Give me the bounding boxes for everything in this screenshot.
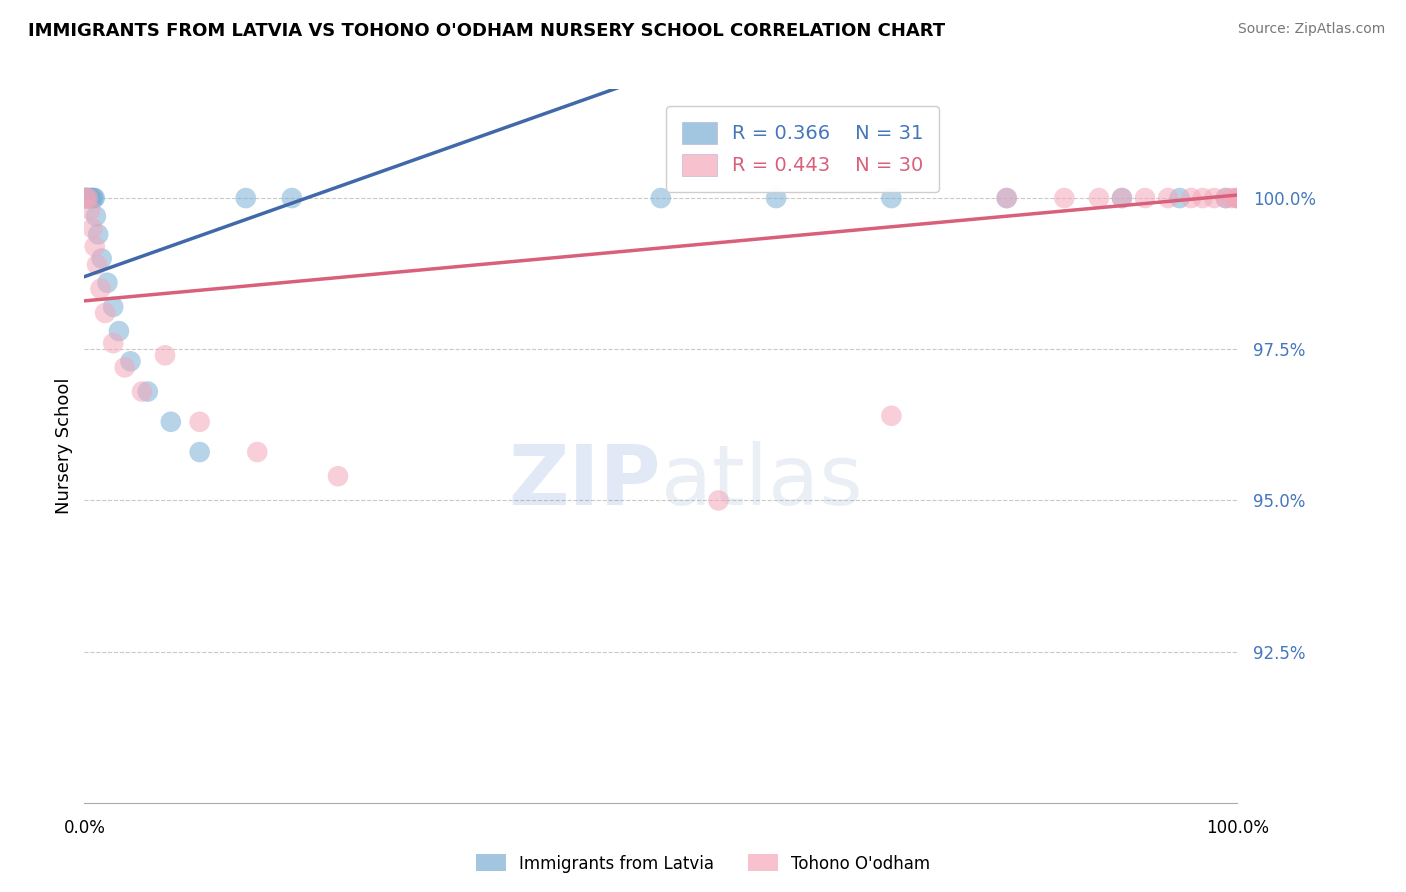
Point — [76, 191, 98, 205]
Point — [1220, 191, 1243, 205]
Point — [1088, 191, 1111, 205]
Point — [1111, 191, 1133, 205]
Point — [73, 191, 96, 205]
Point — [326, 469, 349, 483]
Point — [90, 252, 112, 266]
Point — [103, 336, 124, 351]
Point — [75, 191, 97, 205]
Point — [87, 227, 110, 242]
Point — [1180, 191, 1202, 205]
Point — [1226, 191, 1249, 205]
Point — [108, 324, 131, 338]
Point — [96, 276, 118, 290]
Point — [83, 191, 105, 205]
Point — [83, 239, 105, 253]
Point — [80, 191, 103, 205]
Point — [995, 191, 1018, 205]
Point — [94, 306, 117, 320]
Point — [160, 415, 183, 429]
Point — [136, 384, 159, 399]
Point — [86, 258, 108, 272]
Point — [1226, 191, 1249, 205]
Text: atlas: atlas — [661, 442, 862, 522]
Point — [1168, 191, 1191, 205]
Point — [153, 348, 176, 362]
Point — [650, 191, 672, 205]
Point — [79, 203, 101, 218]
Point — [75, 191, 97, 205]
Point — [1053, 191, 1076, 205]
Text: IMMIGRANTS FROM LATVIA VS TOHONO O'ODHAM NURSERY SCHOOL CORRELATION CHART: IMMIGRANTS FROM LATVIA VS TOHONO O'ODHAM… — [28, 22, 945, 40]
Point — [76, 191, 98, 205]
Point — [1215, 191, 1237, 205]
Point — [79, 191, 101, 205]
Point — [1111, 191, 1133, 205]
Point — [1226, 191, 1249, 205]
Point — [235, 191, 257, 205]
Point — [75, 191, 97, 205]
Point — [281, 191, 304, 205]
Text: Source: ZipAtlas.com: Source: ZipAtlas.com — [1237, 22, 1385, 37]
Point — [880, 409, 903, 423]
Point — [188, 415, 211, 429]
Point — [995, 191, 1018, 205]
Point — [103, 300, 124, 314]
Point — [120, 354, 142, 368]
Point — [131, 384, 153, 399]
Point — [1204, 191, 1226, 205]
Point — [82, 221, 104, 235]
Legend: R = 0.366    N = 31, R = 0.443    N = 30: R = 0.366 N = 31, R = 0.443 N = 30 — [666, 106, 939, 192]
Point — [77, 191, 100, 205]
Point — [1191, 191, 1213, 205]
Point — [82, 191, 104, 205]
Point — [89, 282, 111, 296]
Point — [114, 360, 136, 375]
Point — [1133, 191, 1156, 205]
Point — [1157, 191, 1180, 205]
Point — [707, 493, 730, 508]
Point — [84, 209, 107, 223]
Point — [1215, 191, 1237, 205]
Legend: Immigrants from Latvia, Tohono O'odham: Immigrants from Latvia, Tohono O'odham — [470, 847, 936, 880]
Point — [765, 191, 787, 205]
Point — [880, 191, 903, 205]
Point — [246, 445, 269, 459]
Text: ZIP: ZIP — [509, 442, 661, 522]
Point — [76, 191, 98, 205]
Point — [188, 445, 211, 459]
Point — [83, 191, 105, 205]
Y-axis label: Nursery School: Nursery School — [55, 377, 73, 515]
